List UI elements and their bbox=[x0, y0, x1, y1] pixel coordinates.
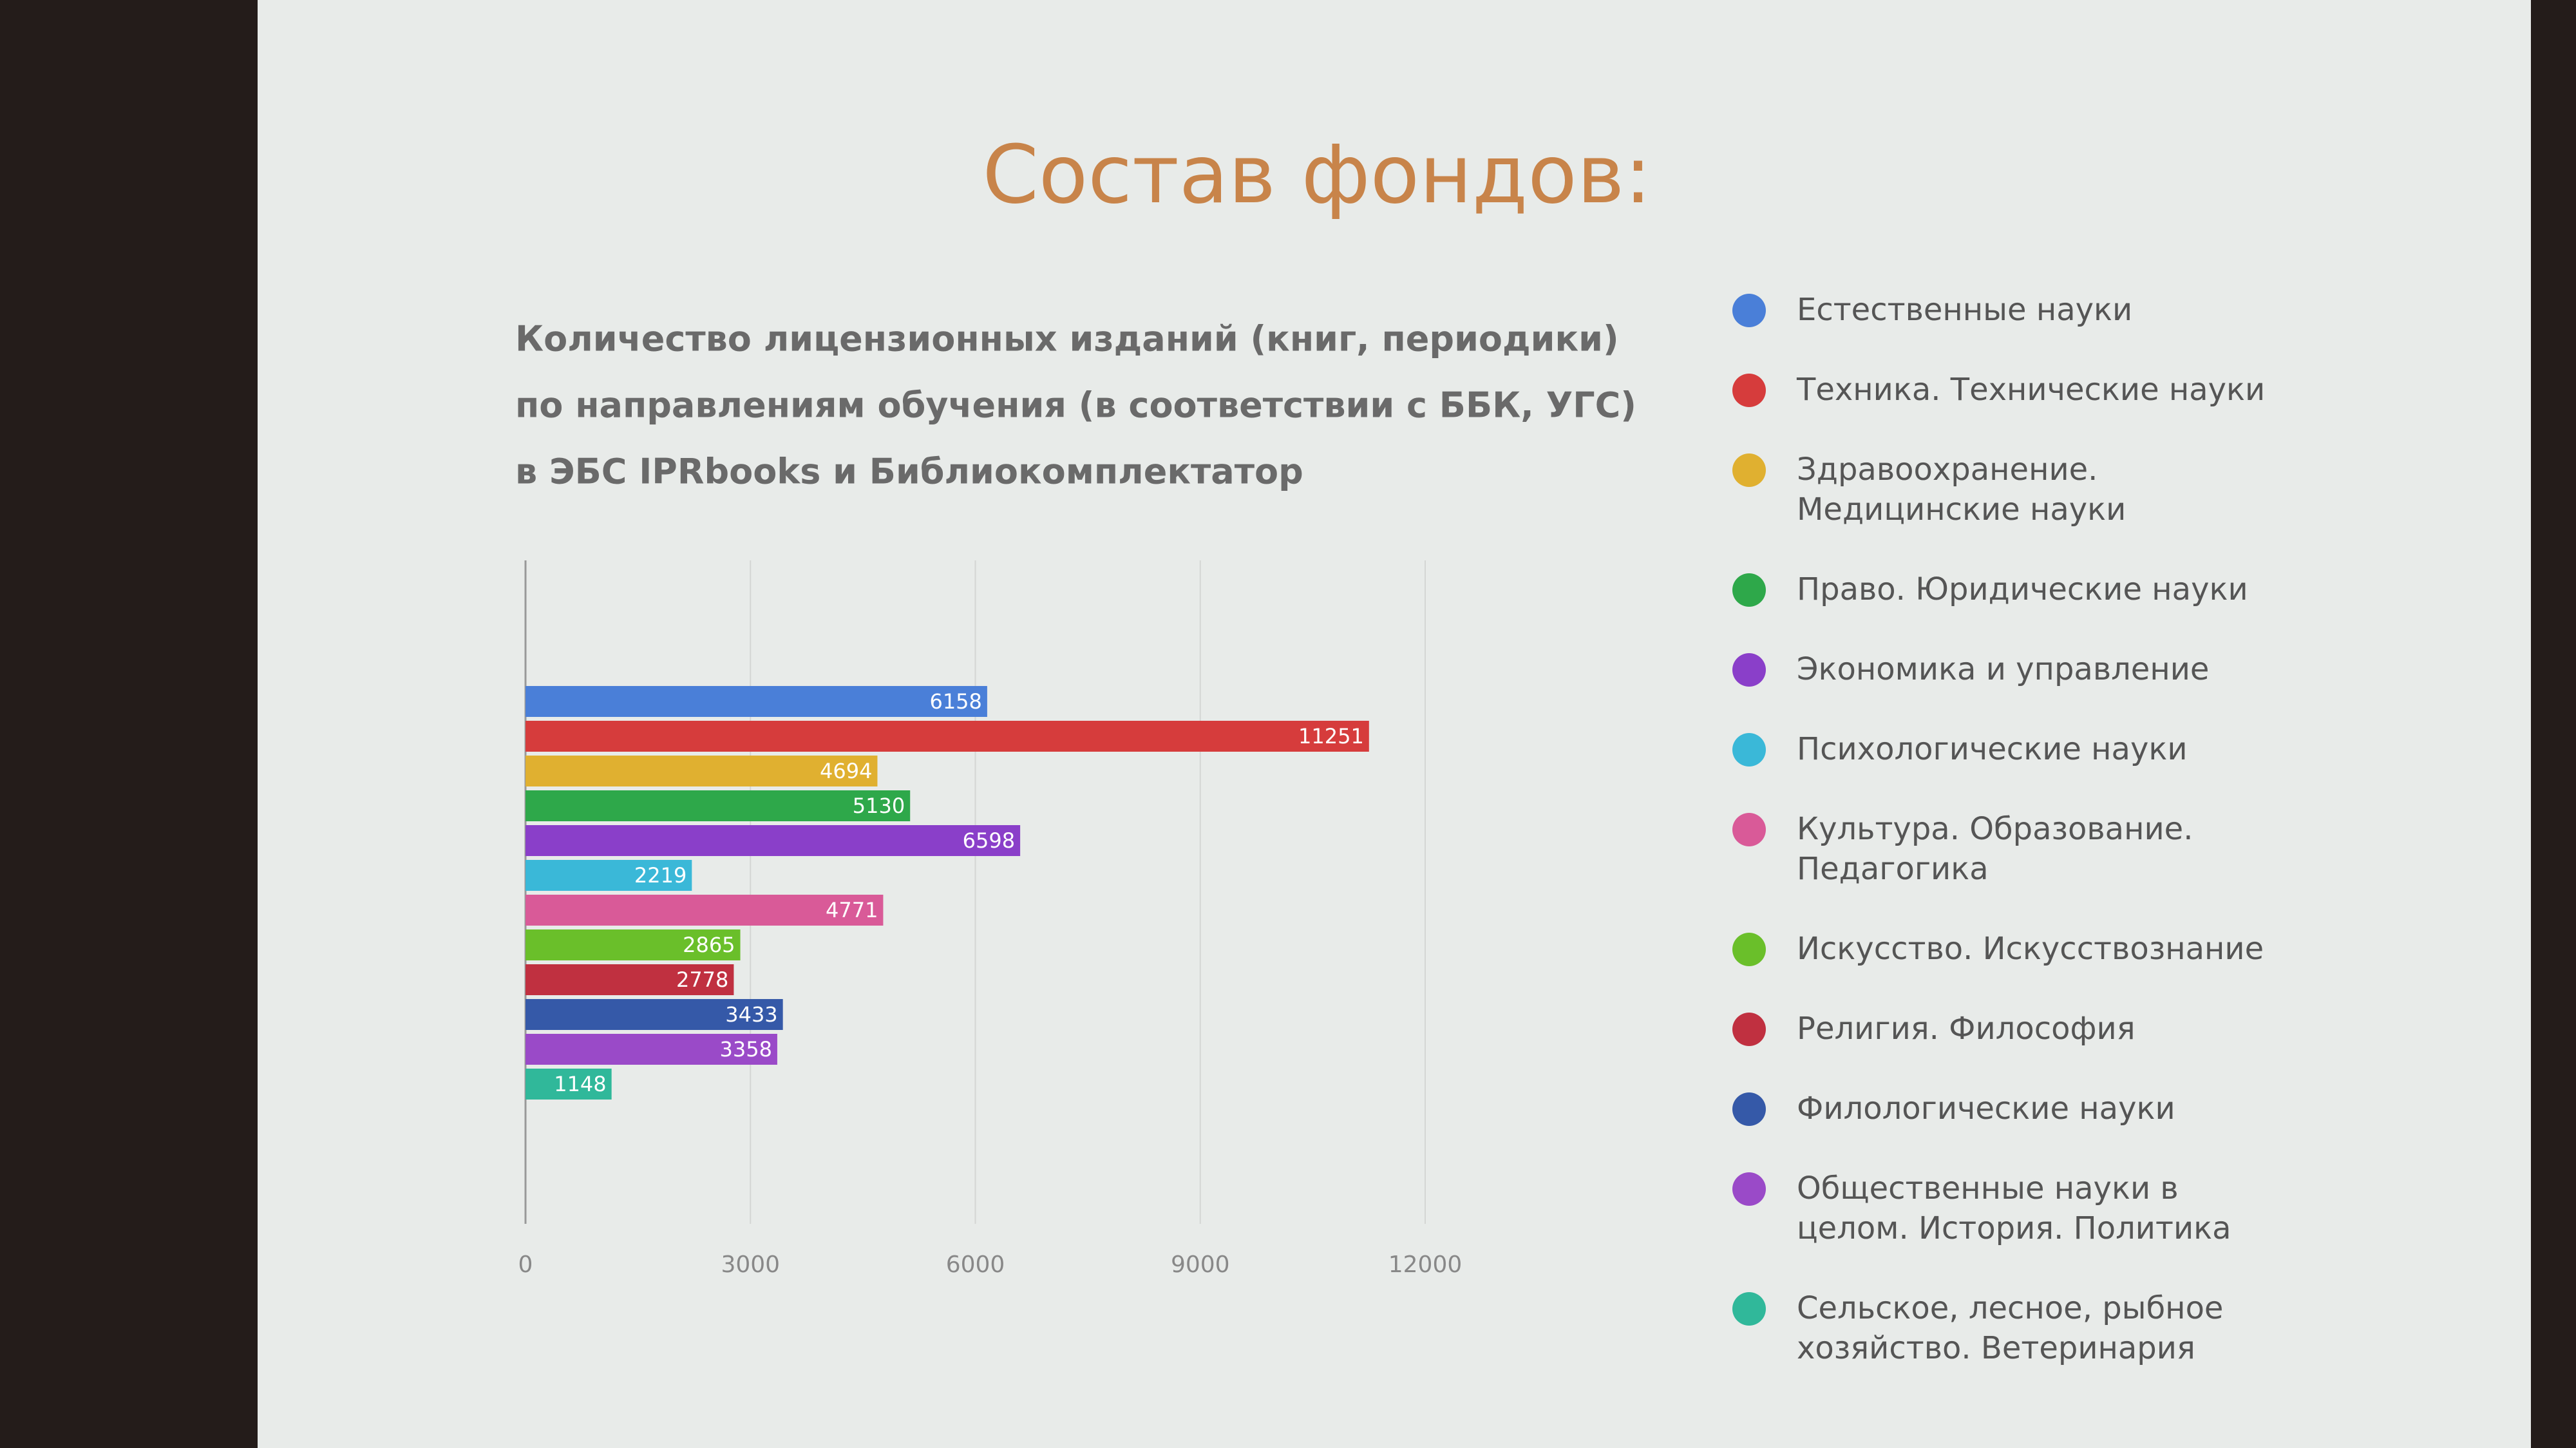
value-label: 4694 bbox=[820, 759, 872, 783]
legend-label: Психологические науки bbox=[1797, 731, 2188, 767]
legend: Естественные науки Техника. Технические н… bbox=[1732, 290, 2267, 1368]
legend-label: Естественные науки bbox=[1797, 292, 2133, 328]
bar bbox=[526, 1069, 612, 1100]
legend-label: Техника. Технические науки bbox=[1797, 372, 2266, 408]
value-label: 6598 bbox=[963, 828, 1015, 853]
x-tick-label: 6000 bbox=[946, 1252, 1005, 1278]
bar bbox=[526, 860, 692, 891]
bar bbox=[526, 964, 734, 995]
legend-item: Естественные науки bbox=[1732, 290, 2267, 330]
legend-label: Сельское, лесное, рыбное хозяйство. Вете… bbox=[1797, 1290, 2224, 1366]
legend-swatch bbox=[1732, 733, 1766, 767]
legend-swatch bbox=[1732, 374, 1766, 407]
bar bbox=[526, 756, 878, 786]
bar bbox=[526, 999, 783, 1030]
legend-swatch bbox=[1732, 1013, 1766, 1046]
subtitle: по направлениям обучения (в соответствии… bbox=[515, 385, 1636, 426]
legend-swatch bbox=[1732, 1172, 1766, 1206]
x-tick-label: 0 bbox=[518, 1252, 533, 1278]
legend-label: Религия. Философия bbox=[1797, 1011, 2136, 1047]
legend-swatch bbox=[1732, 1092, 1766, 1126]
legend-item: Экономика и управление bbox=[1732, 649, 2267, 689]
legend-label: Право. Юридические науки bbox=[1797, 571, 2248, 607]
legend-label: Искусство. Искусствознание bbox=[1797, 931, 2264, 967]
bar bbox=[526, 1034, 777, 1065]
value-label: 2778 bbox=[676, 967, 728, 992]
value-label: 2219 bbox=[634, 863, 687, 888]
value-label: 11251 bbox=[1298, 724, 1364, 748]
legend-label: Филологические науки bbox=[1797, 1091, 2175, 1127]
legend-swatch bbox=[1732, 1292, 1766, 1326]
value-label: 5130 bbox=[853, 794, 905, 818]
legend-label: Здравоохранение. Медицинские науки bbox=[1797, 452, 2126, 528]
legend-item: Культура. Образование. Педагогика bbox=[1732, 809, 2267, 889]
legend-label: Общественные науки в целом. История. Пол… bbox=[1797, 1170, 2231, 1246]
legend-item: Психологические науки bbox=[1732, 729, 2267, 769]
subtitle: Количество лицензионных изданий (книг, п… bbox=[515, 319, 1619, 359]
legend-swatch bbox=[1732, 573, 1766, 607]
chart-title: Состав фондов: bbox=[982, 128, 1651, 222]
legend-item: Право. Юридические науки bbox=[1732, 569, 2267, 609]
legend-swatch bbox=[1732, 653, 1766, 687]
value-label: 6158 bbox=[929, 689, 981, 714]
bar bbox=[526, 721, 1369, 752]
legend-item: Техника. Технические науки bbox=[1732, 370, 2267, 410]
x-tick-label: 12000 bbox=[1388, 1252, 1463, 1278]
legend-swatch bbox=[1732, 933, 1766, 966]
value-label: 4771 bbox=[826, 898, 878, 922]
legend-swatch bbox=[1732, 294, 1766, 327]
subtitle: в ЭБС IPRbooks и Библиокомплектатор bbox=[515, 452, 1303, 492]
bar bbox=[526, 686, 987, 717]
bar bbox=[526, 825, 1021, 856]
legend-label: Экономика и управление bbox=[1797, 651, 2210, 687]
legend-item: Искусство. Искусствознание bbox=[1732, 929, 2267, 969]
value-label: 3358 bbox=[719, 1037, 772, 1062]
value-label: 1148 bbox=[554, 1072, 606, 1096]
legend-swatch bbox=[1732, 813, 1766, 846]
x-tick-label: 9000 bbox=[1171, 1252, 1230, 1278]
bar bbox=[526, 929, 741, 960]
legend-label: Культура. Образование. Педагогика bbox=[1797, 811, 2193, 887]
legend-item: Общественные науки в целом. История. Пол… bbox=[1732, 1168, 2267, 1248]
value-label: 2865 bbox=[683, 933, 735, 957]
legend-item: Филологические науки bbox=[1732, 1089, 2267, 1129]
legend-swatch bbox=[1732, 453, 1766, 487]
legend-item: Сельское, лесное, рыбное хозяйство. Вете… bbox=[1732, 1288, 2267, 1368]
bar bbox=[526, 790, 911, 821]
value-label: 3433 bbox=[725, 1002, 777, 1027]
legend-item: Здравоохранение. Медицинские науки bbox=[1732, 450, 2267, 529]
x-tick-label: 3000 bbox=[721, 1252, 780, 1278]
legend-item: Религия. Философия bbox=[1732, 1009, 2267, 1049]
bar bbox=[526, 895, 884, 926]
